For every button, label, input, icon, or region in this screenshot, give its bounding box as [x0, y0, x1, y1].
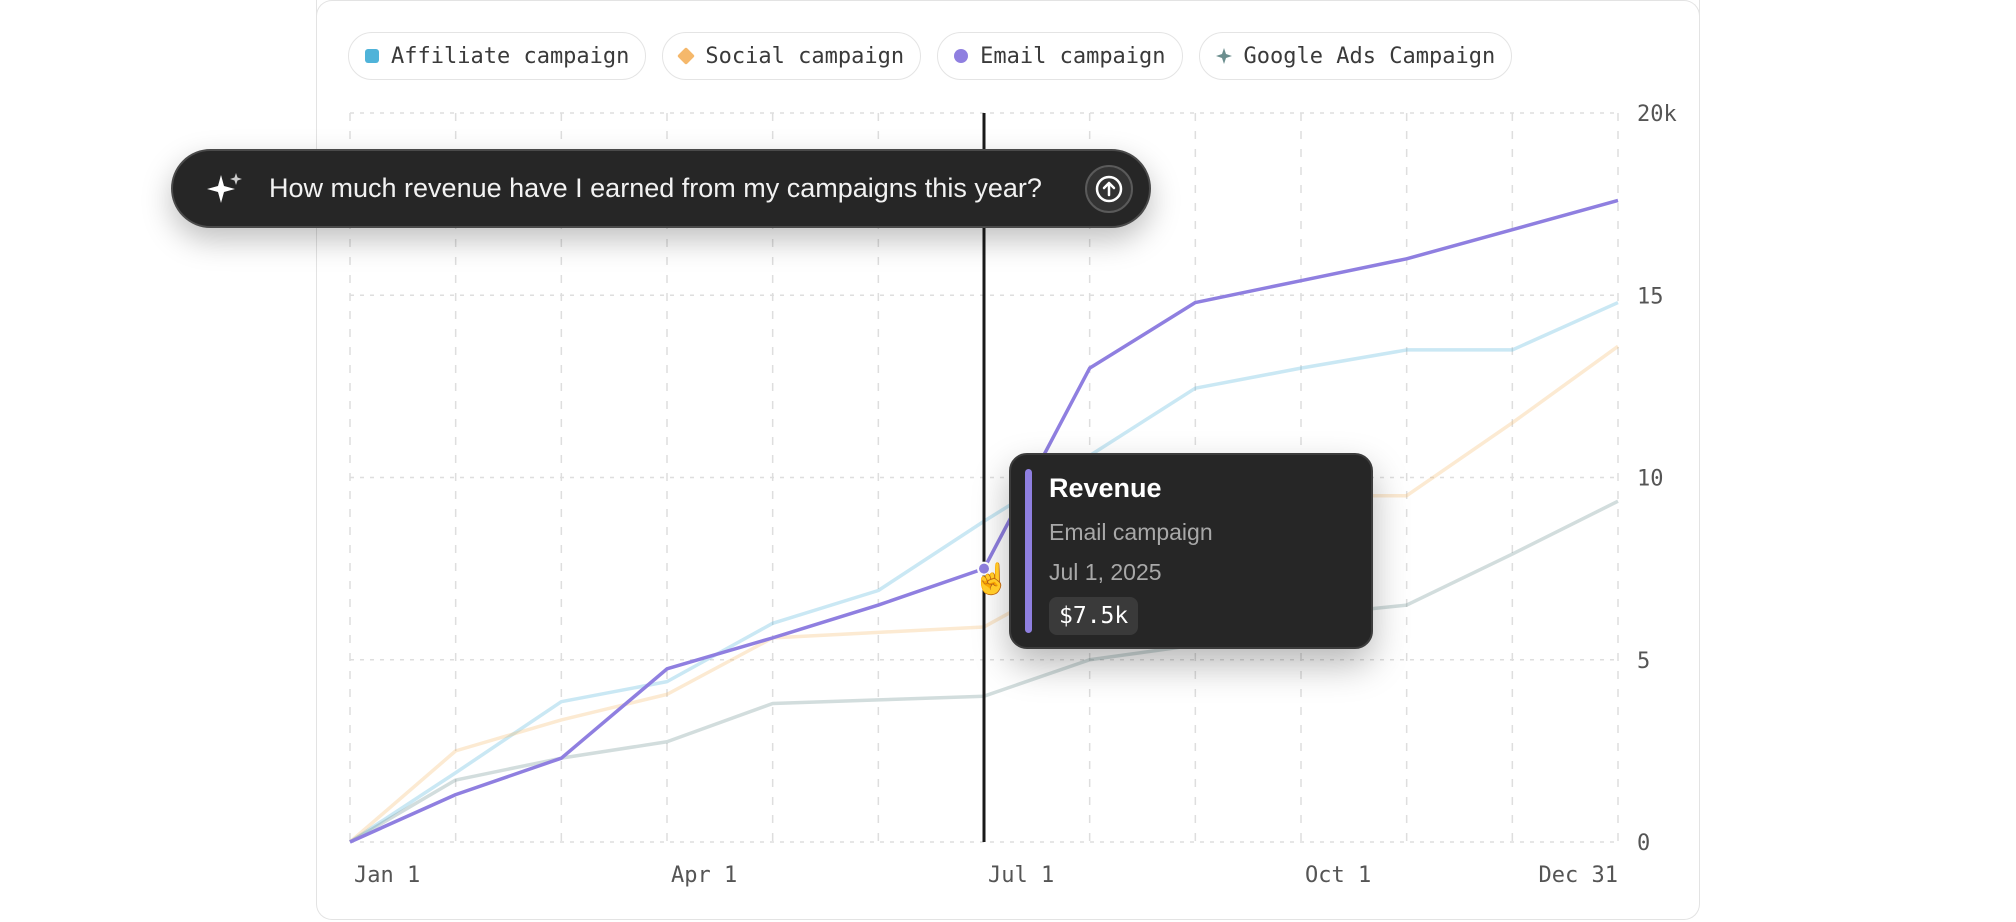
x-tick-label: Oct 1	[1305, 863, 1371, 888]
y-tick-label: 10	[1637, 467, 1664, 492]
legend-social[interactable]: Social campaign	[662, 32, 922, 80]
legend-email[interactable]: Email campaign	[937, 32, 1183, 80]
ai-prompt-bar[interactable]: How much revenue have I earned from my c…	[171, 149, 1151, 228]
y-tick-label: 15	[1637, 284, 1664, 309]
legend-label: Google Ads Campaign	[1243, 43, 1496, 69]
send-button[interactable]	[1085, 164, 1133, 213]
highlight-point	[977, 561, 991, 576]
circle-icon	[954, 49, 969, 63]
sparkle-icon	[1215, 48, 1232, 64]
sparkle-icon	[207, 172, 242, 203]
tooltip-value: $7.5k	[1049, 597, 1139, 635]
legend-affiliate[interactable]: Affiliate campaign	[348, 32, 647, 80]
legend-label: Social campaign	[705, 43, 905, 69]
legend-label: Email campaign	[980, 43, 1166, 69]
y-axis: 0 5 10 15 20k	[1637, 102, 1677, 856]
x-tick-label: Jan 1	[354, 863, 420, 888]
prompt-text[interactable]: How much revenue have I earned from my c…	[269, 173, 1042, 203]
tooltip-series: Email campaign	[1049, 519, 1213, 545]
arrow-up-circle-icon	[1095, 175, 1123, 202]
legend-label: Affiliate campaign	[391, 43, 630, 69]
x-tick-label: Jul 1	[988, 863, 1054, 888]
legend-google-ads[interactable]: Google Ads Campaign	[1198, 32, 1513, 80]
tooltip-accent-bar	[1025, 469, 1032, 633]
tooltip: Revenue Email campaign Jul 1, 2025 $7.5k	[1009, 453, 1373, 649]
x-axis: Jan 1 Apr 1 Jul 1 Oct 1 Dec 31	[354, 863, 1618, 888]
tooltip-date: Jul 1, 2025	[1049, 559, 1162, 585]
x-tick-label: Dec 31	[1539, 863, 1618, 888]
square-icon	[365, 49, 379, 63]
legend: Affiliate campaign Social campaign Email…	[348, 32, 1513, 80]
y-tick-label: 5	[1637, 649, 1650, 674]
y-tick-label: 20k	[1637, 102, 1677, 127]
hand-cursor-icon: ☝	[973, 563, 1011, 596]
y-tick-label: 0	[1637, 831, 1650, 856]
x-tick-label: Apr 1	[671, 863, 737, 888]
tooltip-title: Revenue	[1049, 473, 1162, 503]
chart-card	[316, 0, 1700, 920]
